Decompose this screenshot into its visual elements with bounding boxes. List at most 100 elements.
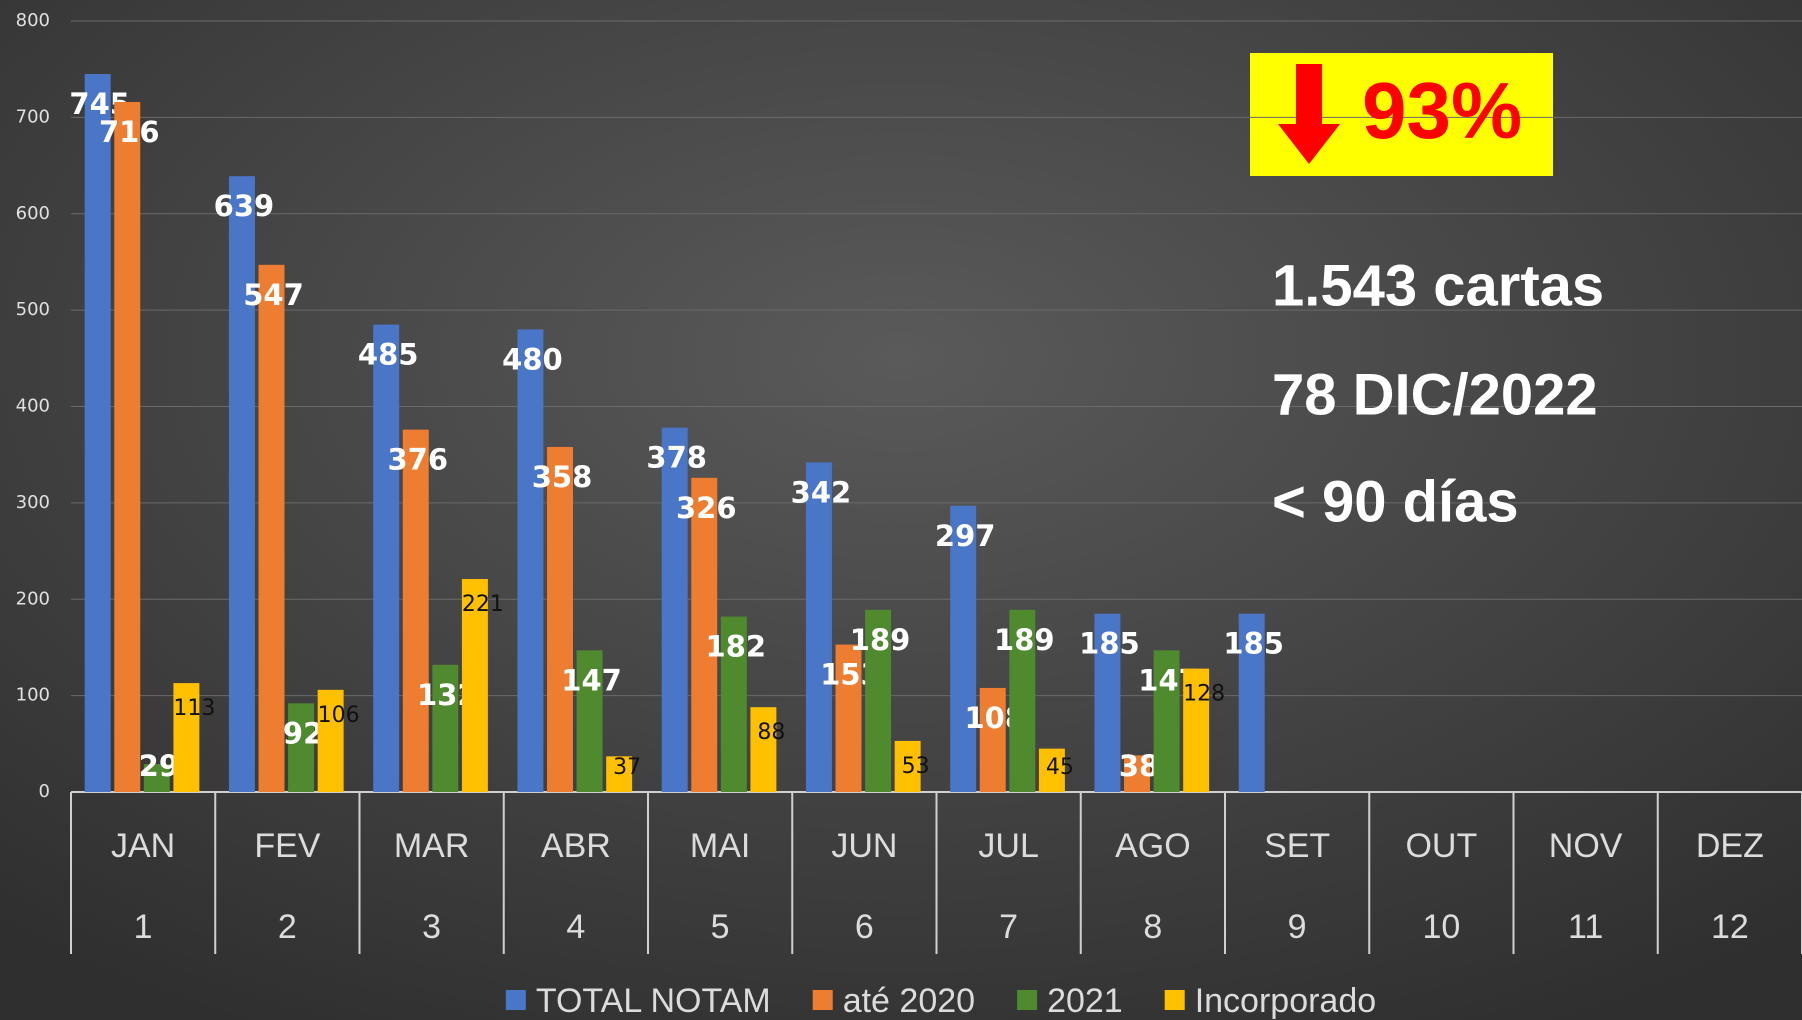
- annotation: 78 DIC/2022: [1272, 362, 1598, 427]
- x-subtick-label: 4: [566, 908, 585, 946]
- bar: [1094, 613, 1121, 792]
- data-label: 547: [243, 278, 304, 312]
- legend-swatch: [1164, 990, 1185, 1010]
- data-label: 221: [462, 592, 504, 617]
- x-subtick-label: 12: [1711, 908, 1749, 946]
- bar: [1124, 755, 1150, 792]
- bar: [228, 176, 255, 792]
- data-label: 342: [791, 475, 852, 509]
- bar: [461, 579, 488, 792]
- x-tick-label: OUT: [1405, 827, 1477, 865]
- x-tick-label: JAN: [111, 827, 175, 865]
- data-label: 326: [676, 491, 737, 525]
- legend-swatch: [505, 990, 526, 1010]
- bar: [835, 644, 862, 792]
- x-tick-label: AGO: [1115, 827, 1191, 865]
- bar: [258, 264, 285, 792]
- x-subtick-label: 6: [855, 908, 874, 946]
- bar: [432, 664, 459, 792]
- y-tick-label: 300: [16, 492, 50, 513]
- data-label: 29: [139, 749, 179, 783]
- x-subtick-label: 8: [1143, 908, 1162, 946]
- x-subtick-label: 11: [1568, 908, 1603, 946]
- data-label: 185: [1223, 627, 1284, 661]
- bar: [720, 616, 747, 792]
- data-label: 128: [1183, 682, 1225, 707]
- data-label: 639: [214, 189, 275, 223]
- x-subtick-label: 7: [999, 908, 1018, 946]
- x-tick-label: SET: [1264, 827, 1330, 865]
- data-label: 106: [318, 703, 360, 728]
- bar: [402, 429, 429, 792]
- bar: [288, 703, 315, 792]
- x-subtick-label: 10: [1422, 908, 1460, 946]
- data-label: 378: [646, 441, 707, 475]
- legend-swatch: [1017, 990, 1038, 1010]
- bar: [894, 740, 921, 792]
- y-tick-label: 600: [16, 203, 50, 224]
- data-label: 88: [757, 720, 785, 745]
- data-label: 189: [850, 623, 911, 657]
- y-tick-label: 200: [16, 588, 50, 609]
- x-subtick-label: 5: [711, 908, 730, 946]
- data-label: 113: [173, 696, 215, 721]
- data-label: 185: [1079, 627, 1140, 661]
- legend-label: TOTAL NOTAM: [536, 982, 771, 1020]
- bar: [317, 689, 344, 792]
- annotation-percent: 93%: [1362, 66, 1522, 155]
- y-tick-label: 700: [16, 106, 50, 127]
- x-subtick-label: 3: [422, 908, 441, 946]
- data-label: 182: [706, 630, 767, 664]
- x-tick-label: MAR: [394, 827, 470, 865]
- bar: [691, 477, 718, 792]
- data-label: 358: [532, 460, 593, 494]
- x-tick-label: NOV: [1549, 827, 1623, 865]
- y-tick-label: 800: [16, 10, 50, 31]
- data-label: 480: [502, 342, 563, 376]
- data-label: 189: [994, 623, 1055, 657]
- bar: [114, 101, 141, 792]
- legend-label: Incorporado: [1195, 982, 1376, 1020]
- data-label: 45: [1046, 755, 1074, 780]
- x-subtick-label: 9: [1288, 908, 1307, 946]
- data-label: 376: [387, 443, 448, 477]
- legend-swatch: [812, 990, 833, 1010]
- x-tick-label: FEV: [254, 827, 320, 865]
- bar: [950, 505, 977, 792]
- bar: [1153, 650, 1180, 792]
- x-tick-label: MAI: [690, 827, 750, 865]
- data-label: 485: [358, 338, 419, 372]
- y-tick-label: 0: [39, 781, 50, 802]
- bar: [979, 687, 1006, 792]
- x-tick-label: JUN: [831, 827, 897, 865]
- legend-label: até 2020: [843, 982, 975, 1020]
- bar: [517, 329, 544, 792]
- bar: [1238, 613, 1265, 792]
- x-subtick-label: 1: [134, 908, 153, 946]
- bar: [1183, 668, 1210, 792]
- data-label: 716: [99, 115, 160, 149]
- data-label: 92: [283, 716, 323, 750]
- bar: [750, 707, 777, 792]
- bar: [865, 609, 892, 792]
- legend-label: 2021: [1047, 982, 1123, 1020]
- bar: [173, 683, 200, 792]
- bar: [576, 650, 603, 792]
- bar: [373, 324, 400, 792]
- annotation: < 90 días: [1272, 469, 1519, 534]
- bar: [547, 446, 573, 792]
- bar: [1009, 609, 1036, 792]
- bar: [84, 74, 111, 793]
- bar: [606, 756, 633, 792]
- y-tick-label: 400: [16, 396, 50, 417]
- bar: [1038, 748, 1065, 792]
- data-label: 53: [902, 754, 930, 779]
- bar: [661, 427, 688, 792]
- annotation: 1.543 cartas: [1272, 253, 1604, 318]
- y-tick-label: 500: [16, 299, 50, 320]
- data-label: 297: [935, 519, 996, 553]
- down-arrow: [1278, 64, 1340, 164]
- data-label: 38: [1119, 749, 1159, 783]
